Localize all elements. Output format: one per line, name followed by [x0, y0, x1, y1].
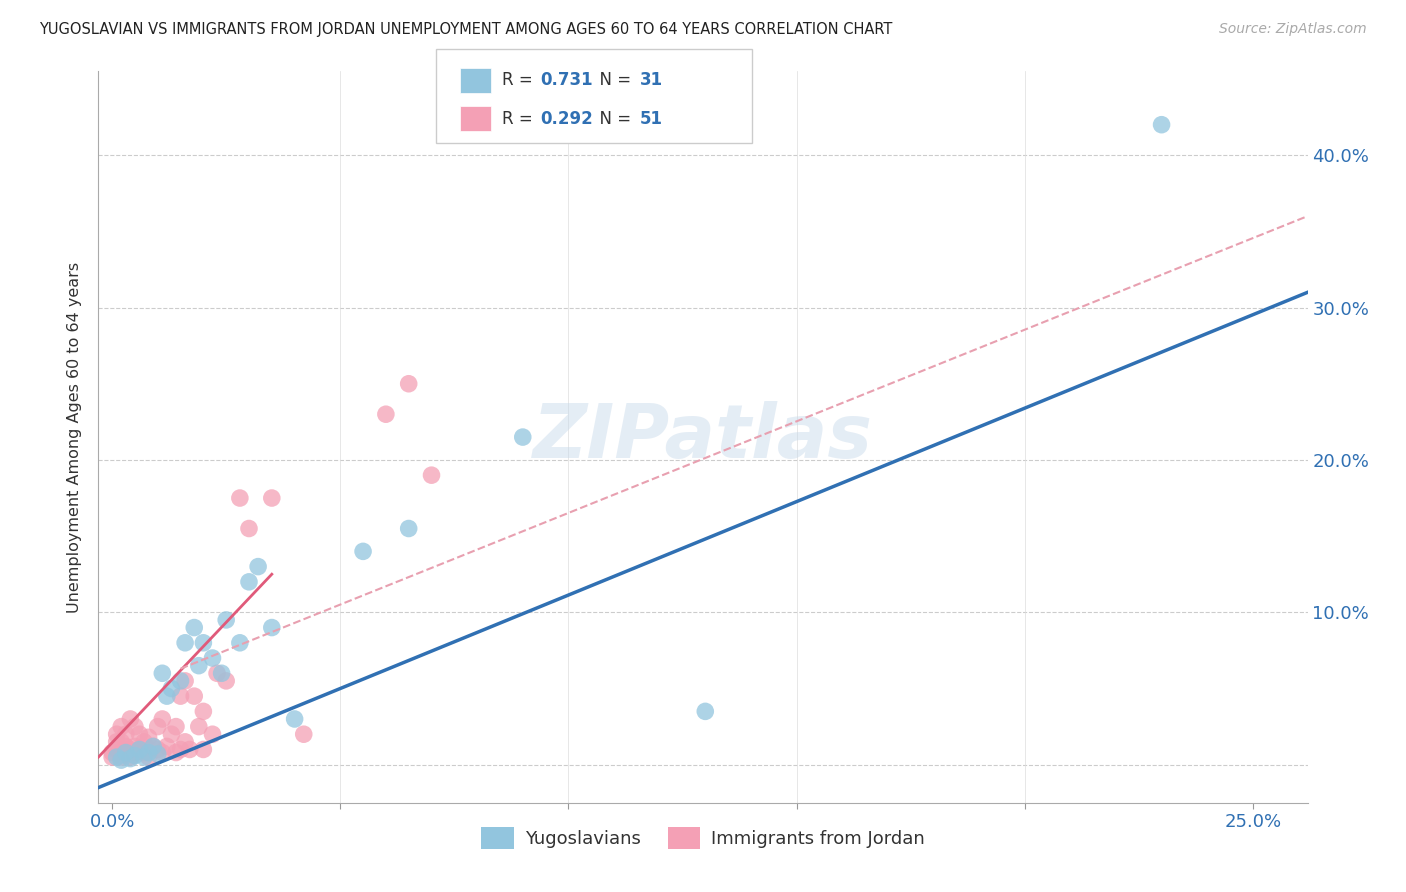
- Text: R =: R =: [502, 71, 538, 89]
- Point: [114, 739, 136, 754]
- Point: [105, 742, 128, 756]
- Point: [132, 746, 155, 760]
- Text: R =: R =: [502, 110, 538, 128]
- Point: [156, 689, 179, 703]
- Point: [352, 544, 374, 558]
- Point: [260, 621, 283, 635]
- Point: [138, 746, 160, 760]
- Text: 0.731: 0.731: [540, 71, 592, 89]
- Point: [174, 735, 197, 749]
- Point: [110, 753, 132, 767]
- Point: [138, 731, 160, 745]
- Point: [160, 681, 183, 696]
- Point: [1150, 118, 1173, 132]
- Text: 51: 51: [640, 110, 662, 128]
- Point: [169, 689, 191, 703]
- Point: [420, 468, 443, 483]
- Text: YUGOSLAVIAN VS IMMIGRANTS FROM JORDAN UNEMPLOYMENT AMONG AGES 60 TO 64 YEARS COR: YUGOSLAVIAN VS IMMIGRANTS FROM JORDAN UN…: [39, 22, 893, 37]
- Text: N =: N =: [589, 110, 637, 128]
- Point: [138, 750, 160, 764]
- Point: [165, 746, 187, 760]
- Point: [201, 727, 224, 741]
- Point: [114, 746, 136, 760]
- Point: [120, 751, 142, 765]
- Legend: Yugoslavians, Immigrants from Jordan: Yugoslavians, Immigrants from Jordan: [474, 820, 932, 856]
- Point: [105, 735, 128, 749]
- Point: [156, 739, 179, 754]
- Point: [146, 720, 169, 734]
- Text: Source: ZipAtlas.com: Source: ZipAtlas.com: [1219, 22, 1367, 37]
- Text: 0.292: 0.292: [540, 110, 593, 128]
- Point: [114, 727, 136, 741]
- Point: [169, 673, 191, 688]
- Point: [124, 746, 146, 760]
- Point: [120, 750, 142, 764]
- Point: [215, 613, 238, 627]
- Point: [105, 727, 128, 741]
- Point: [128, 727, 150, 741]
- Point: [201, 651, 224, 665]
- Point: [238, 521, 260, 535]
- Point: [695, 705, 717, 719]
- Point: [110, 720, 132, 734]
- Point: [229, 491, 252, 505]
- Point: [146, 747, 169, 761]
- Point: [229, 636, 252, 650]
- Point: [132, 750, 155, 764]
- Text: 31: 31: [640, 71, 662, 89]
- Point: [193, 636, 215, 650]
- Point: [260, 491, 283, 505]
- Point: [142, 739, 165, 754]
- Point: [128, 742, 150, 756]
- Point: [101, 750, 124, 764]
- Point: [183, 689, 205, 703]
- Point: [150, 746, 173, 760]
- Point: [124, 748, 146, 763]
- Point: [110, 735, 132, 749]
- Point: [128, 742, 150, 756]
- Point: [205, 666, 228, 681]
- Point: [187, 720, 209, 734]
- Point: [247, 559, 270, 574]
- Point: [160, 727, 183, 741]
- Point: [179, 742, 201, 756]
- Point: [292, 727, 315, 741]
- Point: [124, 720, 146, 734]
- Point: [193, 705, 215, 719]
- Point: [169, 742, 191, 756]
- Point: [124, 739, 146, 754]
- Point: [114, 746, 136, 760]
- Point: [183, 621, 205, 635]
- Text: N =: N =: [589, 71, 637, 89]
- Point: [101, 746, 124, 760]
- Point: [193, 742, 215, 756]
- Point: [150, 712, 173, 726]
- Point: [165, 720, 187, 734]
- Point: [120, 712, 142, 726]
- Point: [398, 521, 420, 535]
- Point: [110, 750, 132, 764]
- Point: [146, 742, 169, 756]
- Point: [398, 376, 420, 391]
- Y-axis label: Unemployment Among Ages 60 to 64 years: Unemployment Among Ages 60 to 64 years: [67, 261, 83, 613]
- Point: [284, 712, 307, 726]
- Point: [187, 658, 209, 673]
- Text: ZIPatlas: ZIPatlas: [533, 401, 873, 474]
- Point: [150, 666, 173, 681]
- Point: [105, 750, 128, 764]
- Point: [374, 407, 396, 421]
- Point: [132, 735, 155, 749]
- Point: [142, 739, 165, 754]
- Point: [238, 574, 260, 589]
- Point: [512, 430, 534, 444]
- Point: [120, 742, 142, 756]
- Point: [215, 673, 238, 688]
- Point: [174, 636, 197, 650]
- Point: [211, 666, 233, 681]
- Point: [174, 673, 197, 688]
